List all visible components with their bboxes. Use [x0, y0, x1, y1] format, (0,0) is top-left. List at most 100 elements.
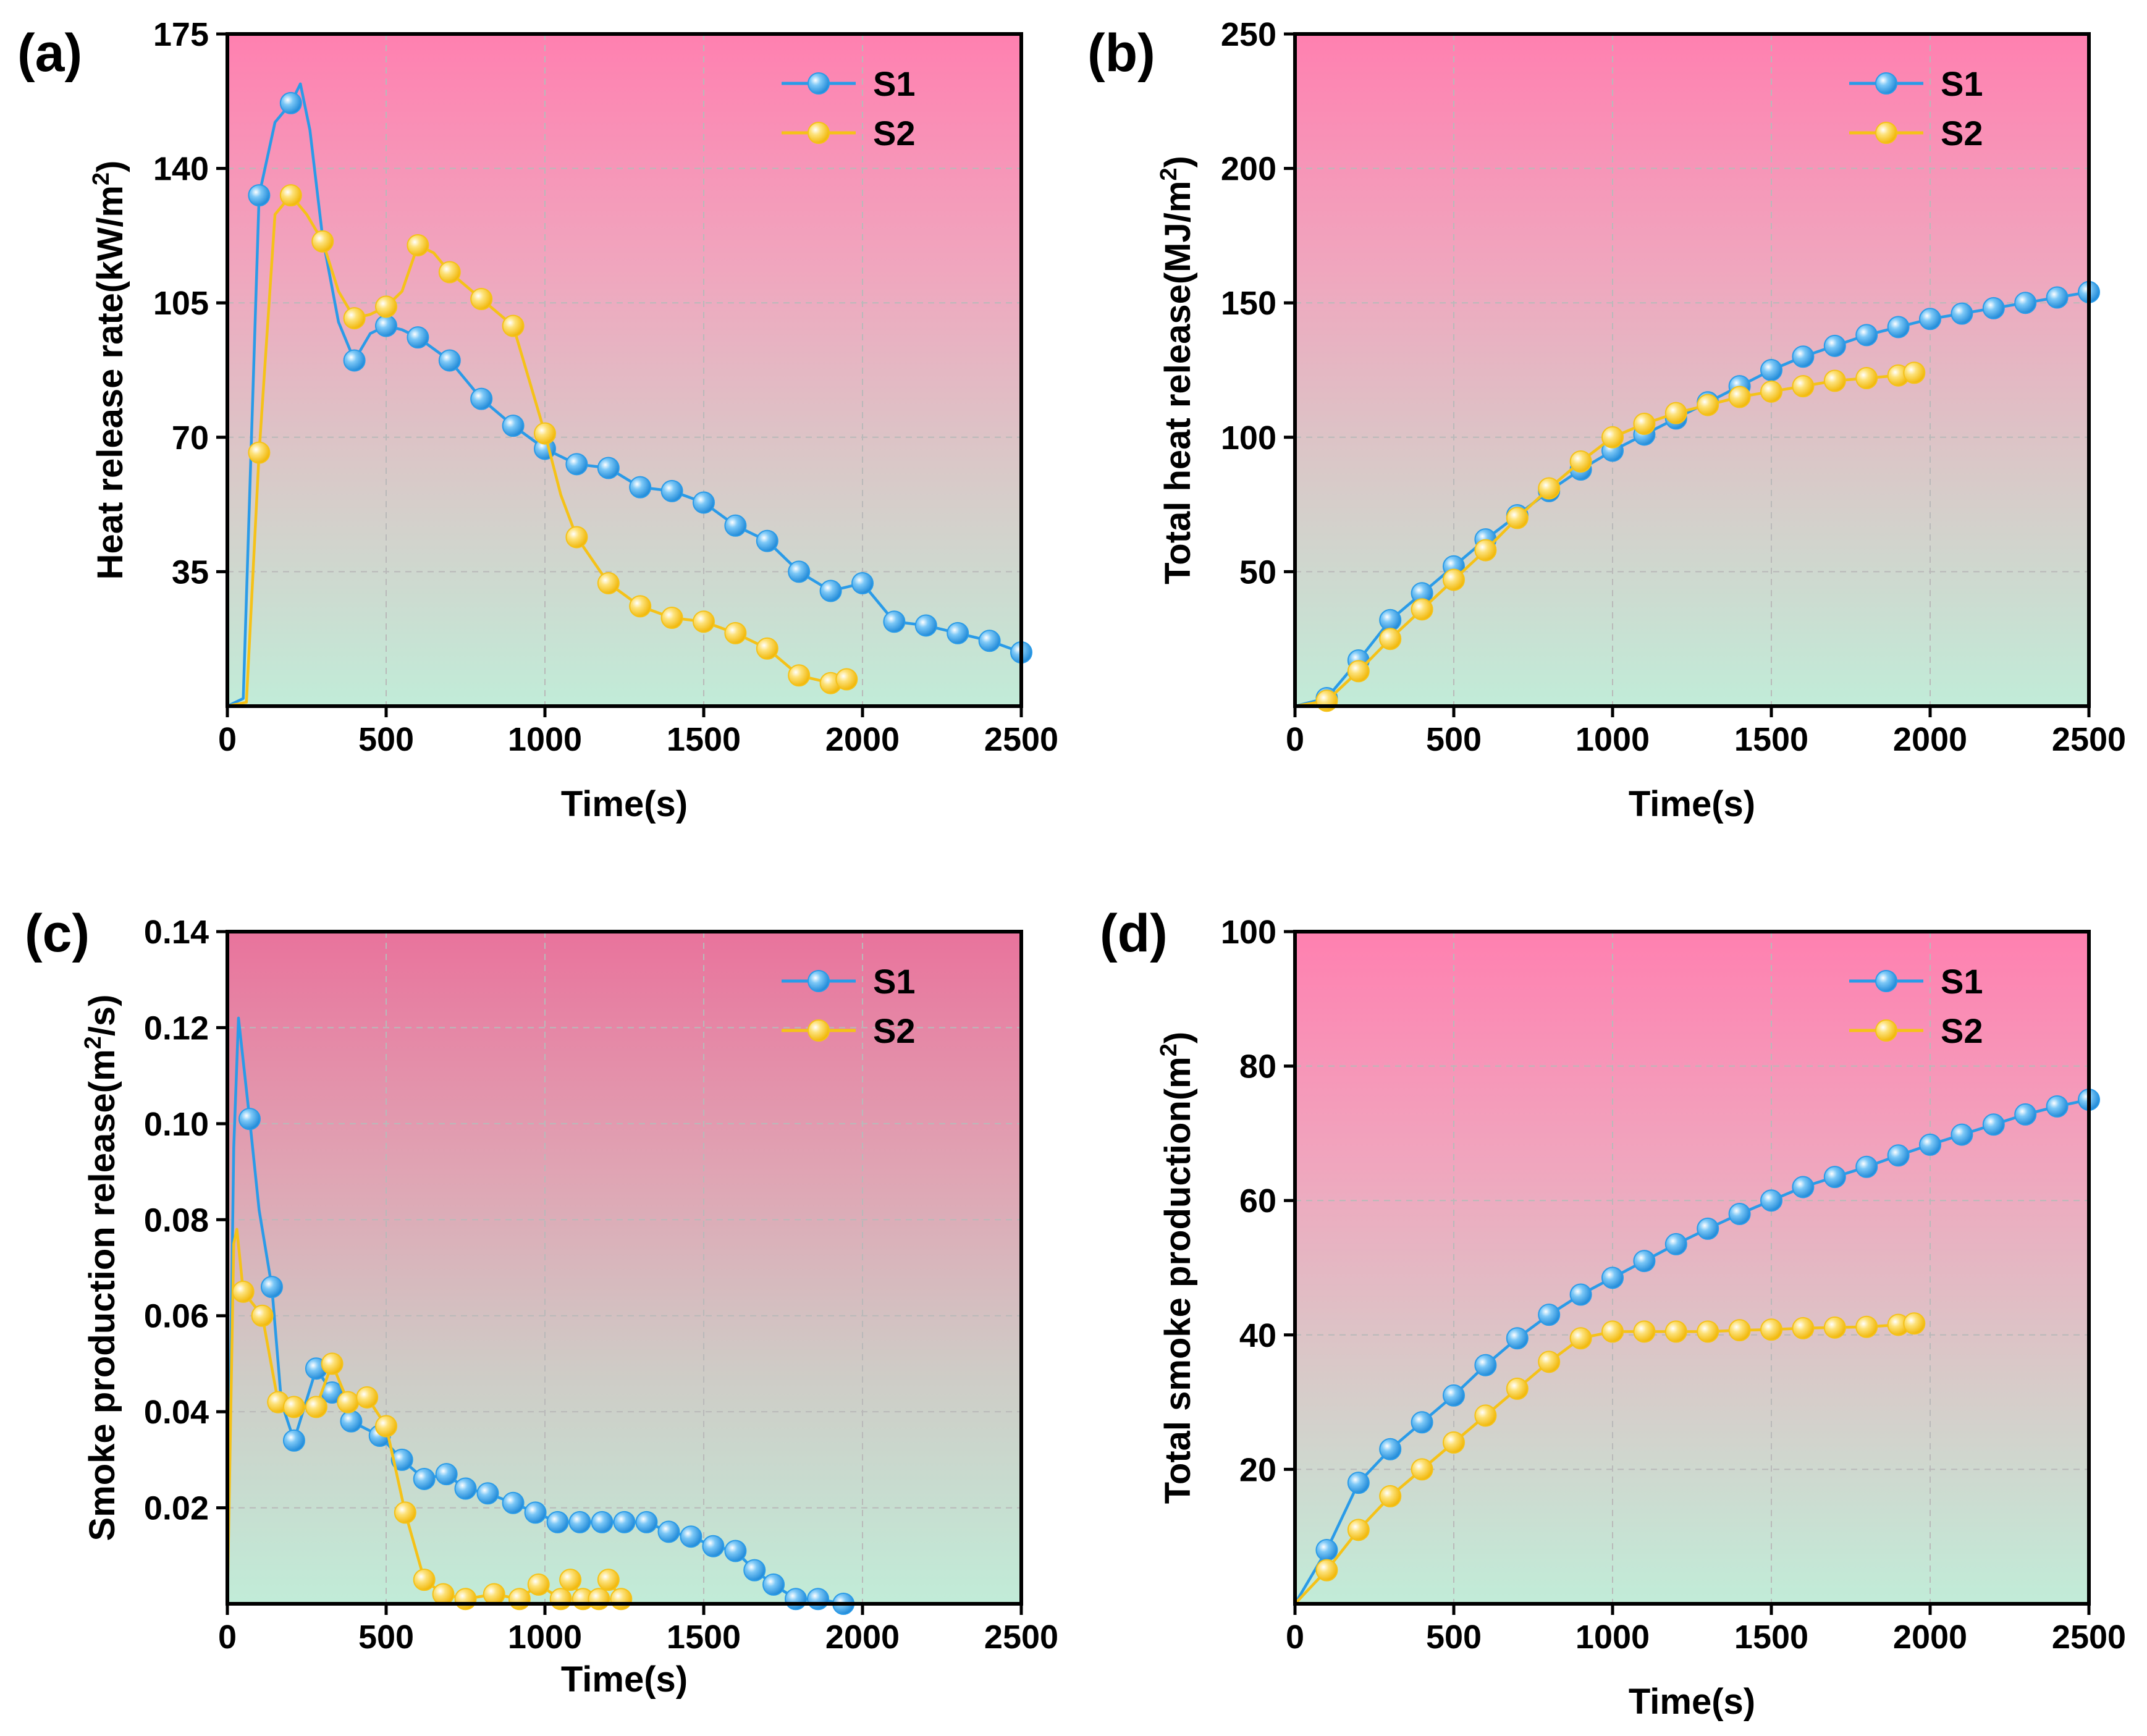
data-point-s2: [610, 1588, 633, 1611]
x-tick-label: 0: [218, 1619, 237, 1656]
data-point-s2: [1347, 1519, 1370, 1541]
y-tick-label: 50: [1239, 554, 1276, 591]
data-point-s2: [660, 607, 683, 630]
data-point-s2: [1823, 369, 1846, 392]
plot-background: [1295, 932, 2089, 1604]
data-point-s1: [238, 1108, 261, 1131]
data-point-s1: [248, 184, 271, 207]
y-tick-label: 150: [1221, 285, 1276, 322]
data-point-s2: [1728, 386, 1751, 408]
y-axis-label-close: ): [1158, 156, 1198, 167]
data-point-s1: [407, 326, 429, 349]
data-point-s2: [1903, 1312, 1926, 1335]
data-point-s2: [724, 622, 747, 644]
data-point-s1: [762, 1573, 785, 1596]
legend-label-s2: S2: [1941, 1011, 1983, 1050]
data-point-s1: [629, 476, 652, 499]
legend-label-s2: S2: [873, 1011, 916, 1050]
data-point-s1: [1919, 1133, 1941, 1156]
chart-panel-a: 0 500 1000 1500 2000 2500 35 70 105 140 175 Time(s)…: [17, 16, 1058, 824]
y-axis-label-main: Total heat release(MJ/m: [1158, 181, 1198, 584]
legend-label-s1: S1: [1941, 64, 1983, 103]
legend-label-s1: S1: [1941, 962, 1983, 1001]
y-tick-label: 35: [172, 554, 209, 591]
data-point-s1: [1982, 1113, 2005, 1136]
panel-label: (c): [25, 904, 90, 963]
data-point-s2: [527, 1573, 550, 1596]
data-point-s1: [657, 1520, 680, 1543]
data-point-s2: [248, 441, 271, 464]
x-tick-label: 2000: [825, 1619, 900, 1656]
data-point-s1: [785, 1588, 808, 1611]
data-point-s1: [1506, 1327, 1529, 1350]
plot-frame: [226, 930, 1023, 1606]
legend-marker-s2: [808, 122, 830, 144]
x-tick-label: 1500: [667, 1619, 741, 1656]
data-point-s2: [1347, 660, 1370, 683]
data-point-s2: [483, 1583, 505, 1606]
y-axis-label: Total smoke production(m2): [1156, 1032, 1198, 1504]
legend-marker-s1: [1875, 970, 1897, 992]
data-point-s2: [375, 1415, 397, 1438]
data-point-s1: [1951, 1123, 1973, 1146]
data-point-s1: [1887, 316, 1910, 339]
y-axis-label-sup: 2: [80, 1036, 106, 1049]
data-point-s1: [476, 1482, 499, 1505]
x-tick-label: 0: [1286, 721, 1304, 758]
data-point-s1: [591, 1511, 614, 1533]
x-tick-label: 2500: [2052, 721, 2126, 758]
y-tick-label: 0.02: [144, 1490, 209, 1527]
data-point-s1: [1601, 1266, 1624, 1289]
y-axis-label-sup: 2: [1156, 167, 1182, 180]
data-point-s1: [546, 1511, 569, 1533]
y-axis-label: Total heat release(MJ/m2): [1156, 156, 1198, 584]
data-point-s2: [788, 664, 811, 687]
data-point-s2: [756, 637, 778, 660]
panel-label: (a): [17, 23, 82, 83]
x-tick-label: 2500: [2052, 1619, 2126, 1656]
data-point-s2: [407, 234, 429, 256]
data-point-s1: [435, 1463, 458, 1486]
data-point-s1: [1411, 1411, 1433, 1434]
data-point-s1: [524, 1501, 547, 1524]
y-tick-label: 0.14: [144, 914, 209, 951]
data-point-s1: [413, 1467, 436, 1490]
data-point-s2: [454, 1588, 477, 1611]
y-axis-label-main: Total smoke production(m: [1158, 1056, 1198, 1504]
data-point-s2: [1633, 413, 1656, 436]
x-tick-label: 0: [218, 721, 237, 758]
y-axis-label: Heat release rate(kW/m2): [88, 161, 130, 580]
data-point-s1: [1728, 1202, 1751, 1225]
data-point-s2: [394, 1501, 416, 1524]
data-point-s2: [502, 314, 525, 337]
data-point-s1: [851, 572, 874, 595]
legend-label-s2: S2: [873, 114, 916, 153]
data-point-s2: [1664, 1320, 1687, 1343]
x-tick-label: 500: [358, 1619, 414, 1656]
plot-frame: [1293, 930, 2091, 1606]
data-point-s2: [1697, 1320, 1719, 1343]
data-point-s1: [1315, 1538, 1338, 1561]
data-point-s2: [1538, 477, 1561, 500]
data-point-s2: [1601, 1320, 1624, 1343]
y-axis-label-close: /s): [82, 995, 122, 1037]
data-point-s1: [279, 91, 302, 114]
y-tick-label: 70: [172, 419, 209, 457]
plot-background: [227, 932, 1021, 1604]
data-point-s1: [1347, 1472, 1370, 1494]
data-point-s2: [1569, 1327, 1592, 1350]
data-point-s2: [1411, 1458, 1433, 1481]
data-point-s2: [1792, 375, 1815, 398]
data-point-s1: [788, 560, 811, 583]
data-point-s2: [438, 261, 461, 284]
data-point-s2: [1855, 367, 1878, 390]
data-point-s1: [807, 1588, 830, 1611]
data-point-s2: [1697, 394, 1719, 416]
y-tick-label: 0.10: [144, 1106, 209, 1143]
data-point-s1: [702, 1535, 725, 1557]
data-point-s1: [1633, 1250, 1656, 1273]
plot-frame: [226, 32, 1023, 708]
data-point-s1: [1664, 1232, 1687, 1255]
x-tick-label: 1000: [508, 1619, 582, 1656]
data-point-s2: [311, 230, 334, 253]
